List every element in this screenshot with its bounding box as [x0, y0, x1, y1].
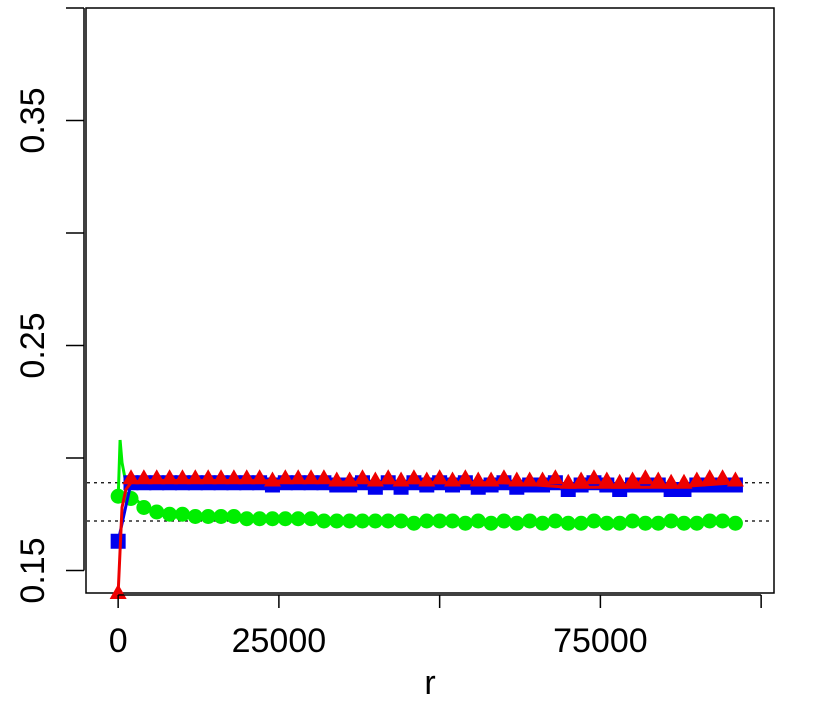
series-layer [109, 439, 744, 599]
circle-point [702, 513, 718, 529]
circle-point [509, 515, 525, 531]
y-tick-label: 0.25 [14, 312, 52, 378]
circle-point [149, 504, 165, 520]
triangle-point [572, 471, 590, 487]
circle-point [470, 513, 486, 529]
triangle-point [585, 469, 603, 485]
triangle-point [611, 473, 629, 489]
circle-point [110, 488, 126, 504]
triangle-point [598, 471, 616, 487]
circle-point [393, 513, 409, 529]
y-axis: 0.15 0.25 0.35 [14, 7, 85, 604]
y-tick-label: 0.15 [14, 537, 52, 603]
circle-point [252, 511, 268, 527]
circle-point [226, 509, 242, 524]
x-axis: 0 25000 75000 [109, 594, 762, 660]
circle-point [689, 515, 705, 531]
triangle-point [559, 473, 577, 489]
triangle-point [353, 469, 371, 485]
triangle-point [662, 473, 680, 489]
circle-point [535, 515, 551, 531]
circle-point [715, 513, 731, 529]
triangle-point [379, 469, 397, 485]
triangle-point [624, 471, 642, 487]
circle-point [432, 513, 448, 529]
circle-point [174, 506, 190, 522]
circle-point [316, 513, 332, 529]
circle-point [406, 515, 422, 531]
circle-point [522, 513, 538, 529]
circle-point [586, 513, 602, 529]
triangle-point [456, 469, 474, 485]
triangle-point [714, 469, 732, 485]
x-tick-label: 0 [109, 622, 128, 660]
circle-point [277, 511, 293, 527]
circle-point [727, 515, 743, 531]
circle-point [290, 511, 306, 527]
x-tick-label: 25000 [232, 622, 327, 660]
circle-point [200, 509, 216, 524]
circle-point [162, 506, 178, 522]
triangle-point [546, 469, 564, 485]
circle-point [329, 513, 345, 529]
circle-point [560, 515, 576, 531]
circle-point [187, 509, 203, 524]
x-axis-label: r [424, 664, 435, 702]
circle-point [547, 513, 563, 529]
circle-point [663, 513, 679, 529]
circle-point [445, 513, 461, 529]
circle-point [136, 500, 152, 515]
circle-point [213, 509, 229, 524]
circle-point [354, 513, 370, 529]
circle-point [239, 511, 255, 527]
triangle-point [263, 471, 281, 487]
circle-point [264, 511, 280, 527]
red-series-line [116, 479, 736, 594]
circle-point [612, 515, 628, 531]
plot-frame [85, 7, 775, 594]
y-tick-label: 0.35 [14, 87, 52, 153]
circle-point [419, 513, 435, 529]
triangle-point [701, 469, 719, 485]
triangle-point [636, 469, 654, 485]
circle-point [303, 511, 319, 527]
circle-point [637, 515, 653, 531]
circle-point [599, 515, 615, 531]
triangle-point [688, 471, 706, 487]
circle-point [457, 515, 473, 531]
triangle-point [431, 469, 449, 485]
circle-point [650, 515, 666, 531]
x-tick-label: 75000 [553, 622, 648, 660]
circle-point [483, 515, 499, 531]
circle-point [380, 513, 396, 529]
circle-point [367, 513, 383, 529]
circle-point [625, 513, 641, 529]
circle-point [676, 515, 692, 531]
circle-point [496, 513, 512, 529]
triangle-point [495, 469, 513, 485]
circle-point [342, 513, 358, 529]
triangle-point [534, 471, 552, 487]
triangle-point [649, 471, 667, 487]
triangle-point [405, 469, 423, 485]
circle-point [573, 515, 589, 531]
